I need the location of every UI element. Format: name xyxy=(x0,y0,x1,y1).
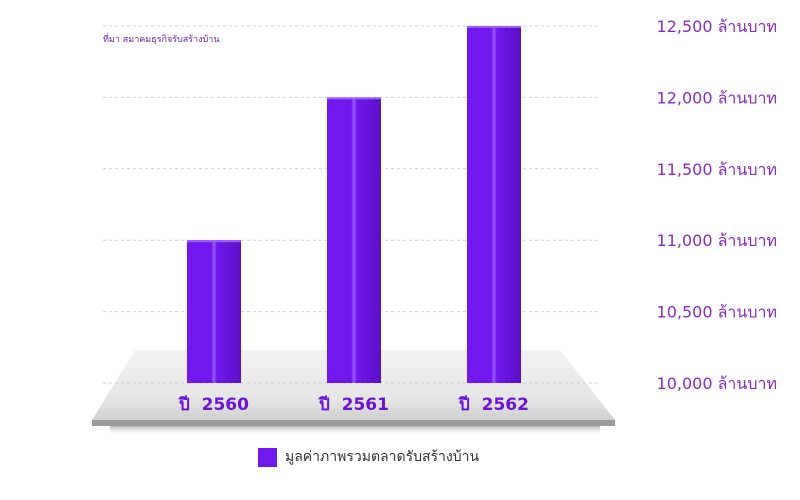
y-tick-label: 12,500 ล้านบาท xyxy=(657,17,777,36)
y-tick-label: 12,000 ล้านบาท xyxy=(657,88,777,107)
bar-top-edge xyxy=(467,26,521,28)
category-label: ปี 2562 xyxy=(458,394,529,415)
bar xyxy=(467,26,521,383)
bar xyxy=(187,240,241,383)
bar xyxy=(327,97,381,384)
bar-top-edge xyxy=(327,97,381,100)
y-tick-label: 10,500 ล้านบาท xyxy=(657,303,777,322)
y-tick-label: 10,000 ล้านบาท xyxy=(657,374,777,393)
floor-edge xyxy=(92,420,615,426)
floor-shadow xyxy=(110,426,600,436)
y-tick-label: 11,500 ล้านบาท xyxy=(657,160,777,179)
legend-swatch xyxy=(258,447,277,467)
y-tick-label: 11,000 ล้านบาท xyxy=(657,231,777,250)
bar-top-edge xyxy=(187,240,241,243)
source-note: ที่มา สมาคมธุรกิจรับสร้างบ้าน xyxy=(103,35,220,45)
legend: มูลค่าภาพรวมตลาดรับสร้างบ้าน xyxy=(258,446,479,468)
category-label: ปี 2560 xyxy=(178,394,249,415)
legend-label: มูลค่าภาพรวมตลาดรับสร้างบ้าน xyxy=(285,449,480,465)
category-label: ปี 2561 xyxy=(318,394,389,415)
